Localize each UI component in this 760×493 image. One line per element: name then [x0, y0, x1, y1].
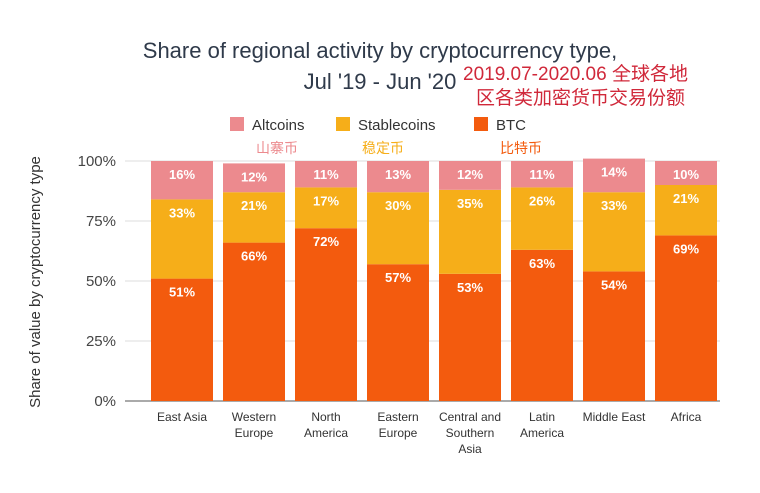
- category-label: East Asia: [157, 410, 207, 424]
- chart-subtitle: Jul '19 - Jun '20: [304, 69, 457, 94]
- category-label: Southern: [446, 426, 495, 440]
- legend-label-altcoins: Altcoins: [252, 117, 305, 134]
- chinese-annotation-line-2: 区各类加密货币交易份额: [476, 87, 685, 109]
- data-label: 54%: [601, 277, 627, 292]
- legend-chinese-label-btc: 比特币: [500, 140, 542, 156]
- y-tick-label: 0%: [94, 393, 116, 410]
- y-tick-label: 50%: [86, 273, 116, 290]
- bar-stablecoins: [439, 189, 501, 274]
- data-label: 21%: [673, 191, 699, 206]
- data-label: 26%: [529, 193, 555, 208]
- bar-altcoins: [511, 161, 573, 188]
- category-label: Africa: [671, 410, 702, 424]
- bar-stablecoins: [655, 185, 717, 236]
- category-label: Europe: [235, 426, 274, 440]
- data-label: 21%: [241, 198, 267, 213]
- data-label: 12%: [457, 167, 483, 182]
- bar-altcoins: [583, 158, 645, 193]
- bar-altcoins: [295, 161, 357, 188]
- bar-stablecoins: [295, 187, 357, 229]
- bar-btc: [583, 271, 645, 401]
- data-label: 53%: [457, 280, 483, 295]
- data-label: 69%: [673, 241, 699, 256]
- legend-swatch-stablecoins: [336, 117, 350, 131]
- data-label: 16%: [169, 167, 195, 182]
- category-label: Central and: [439, 410, 501, 424]
- bar-btc: [511, 249, 573, 401]
- y-tick-label: 75%: [86, 213, 116, 230]
- category-label: Eastern: [377, 410, 418, 424]
- bar-stablecoins: [367, 192, 429, 265]
- bar-stablecoins: [223, 192, 285, 243]
- category-label: Middle East: [583, 410, 646, 424]
- data-label: 13%: [385, 167, 411, 182]
- y-tick-label: 25%: [86, 333, 116, 350]
- y-tick-label: 100%: [78, 153, 116, 170]
- bar-stablecoins: [151, 199, 213, 279]
- data-label: 10%: [673, 167, 699, 182]
- chinese-annotation-line-1: 2019.07-2020.06 全球各地: [463, 63, 688, 85]
- bar-btc: [439, 273, 501, 401]
- bar-stablecoins: [583, 192, 645, 272]
- bar-stablecoins: [511, 187, 573, 250]
- legend-swatch-btc: [474, 117, 488, 131]
- data-label: 57%: [385, 270, 411, 285]
- category-label: Latin: [529, 410, 555, 424]
- data-label: 35%: [457, 196, 483, 211]
- legend-chinese-label-stablecoins: 稳定币: [362, 140, 404, 156]
- category-label: Western: [232, 410, 276, 424]
- bar-btc: [655, 235, 717, 401]
- category-label: America: [520, 426, 564, 440]
- legend-label-stablecoins: Stablecoins: [358, 117, 436, 134]
- bar-altcoins: [151, 161, 213, 200]
- legend: Altcoins 山寨币 Stablecoins 稳定币 BTC 比特币: [230, 117, 542, 156]
- data-label: 11%: [313, 167, 339, 182]
- legend-chinese-label-altcoins: 山寨币: [256, 140, 298, 156]
- category-label: North: [311, 410, 340, 424]
- category-label: Asia: [458, 442, 482, 456]
- legend-swatch-altcoins: [230, 117, 244, 131]
- legend-label-btc: BTC: [496, 117, 526, 134]
- bar-btc: [223, 242, 285, 401]
- bar-btc: [295, 228, 357, 401]
- chart-title: Share of regional activity by cryptocurr…: [143, 38, 617, 63]
- data-label: 72%: [313, 234, 339, 249]
- data-label: 63%: [529, 256, 555, 271]
- y-axis-label: Share of value by cryptocurrency type: [27, 156, 44, 408]
- category-label: Europe: [379, 426, 418, 440]
- data-label: 12%: [241, 169, 267, 184]
- data-label: 66%: [241, 249, 267, 264]
- bar-altcoins: [223, 163, 285, 193]
- bar-btc: [367, 264, 429, 401]
- category-label: America: [304, 426, 348, 440]
- bar-altcoins: [367, 161, 429, 193]
- data-label: 33%: [169, 205, 195, 220]
- bar-altcoins: [439, 161, 501, 190]
- data-label: 17%: [313, 193, 339, 208]
- data-label: 33%: [601, 198, 627, 213]
- bars: 51% 33% 16% 66% 21% 12% 72% 17% 11% 57% 30% 13% 53% 3…: [151, 158, 717, 401]
- category-labels: East Asia Western Europe North America Easter…: [157, 410, 702, 456]
- data-label: 14%: [601, 165, 627, 180]
- data-label: 30%: [385, 198, 411, 213]
- bar-altcoins: [655, 161, 717, 185]
- data-label: 51%: [169, 285, 195, 300]
- bar-btc: [151, 278, 213, 401]
- data-label: 11%: [529, 167, 555, 182]
